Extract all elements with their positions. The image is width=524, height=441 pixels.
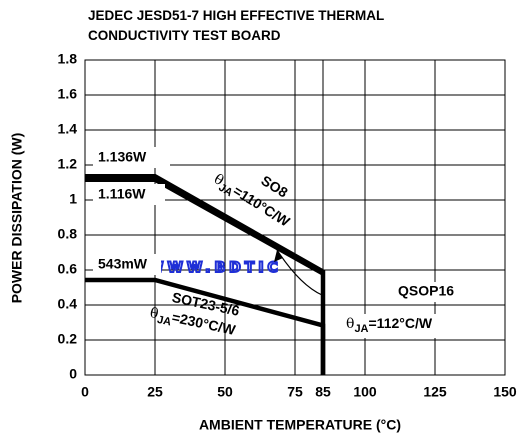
y-tick-label: 1.2 [58, 156, 78, 172]
y-tick-label: 0.6 [58, 261, 78, 277]
theta-label: θJA=112°C/W [346, 315, 433, 335]
y-tick-label: 1.8 [58, 51, 78, 67]
x-tick-label: 100 [353, 384, 377, 400]
theta-text: =112°C/W [369, 315, 433, 331]
theta-sub: JA [156, 314, 172, 329]
x-tick-label: 150 [493, 384, 517, 400]
theta-symbol: θ [148, 305, 160, 322]
x-tick-label: 25 [147, 384, 163, 400]
x-tick-label: 0 [81, 384, 89, 400]
watermark: WWW.BDTIC [148, 260, 282, 276]
theta-label: θJA=110°C/W [209, 170, 293, 233]
series-label: QSOP16 [398, 283, 454, 299]
y-tick-label: 1.4 [58, 121, 78, 137]
value-label-box [93, 184, 165, 205]
y-axis-label: POWER DISSIPATION (W) [9, 133, 25, 304]
label-bg [343, 314, 473, 338]
series-line [85, 277, 326, 375]
y-tick-label: 1 [69, 191, 77, 207]
theta-sub: JA [354, 323, 368, 335]
series-line [85, 177, 325, 276]
x-tick-label: 75 [287, 384, 303, 400]
x-axis-label: AMBIENT TEMPERATURE (°C) [199, 417, 401, 433]
arrow-head [274, 250, 283, 262]
y-tick-label: 0.4 [58, 296, 78, 312]
y-tick-label: 0 [69, 366, 77, 382]
x-tick-label: 50 [217, 384, 233, 400]
chart-title: CONDUCTIVITY TEST BOARD [88, 28, 281, 43]
x-tick-label: 85 [315, 384, 331, 400]
y-tick-label: 0.8 [58, 226, 78, 242]
value-label: 1.116W [98, 186, 146, 202]
x-tick-label: 125 [423, 384, 447, 400]
label-bg [395, 282, 475, 302]
y-tick-label: 1.6 [58, 86, 78, 102]
value-label: 1.136W [98, 149, 147, 165]
value-label-box [93, 254, 161, 275]
y-tick-label: 0.2 [58, 331, 78, 347]
value-label: 543mW [98, 256, 148, 272]
theta-symbol: θ [346, 316, 354, 332]
chart-title: JEDEC JESD51-7 HIGH EFFECTIVE THERMAL [88, 8, 384, 23]
value-label-box [93, 147, 170, 168]
